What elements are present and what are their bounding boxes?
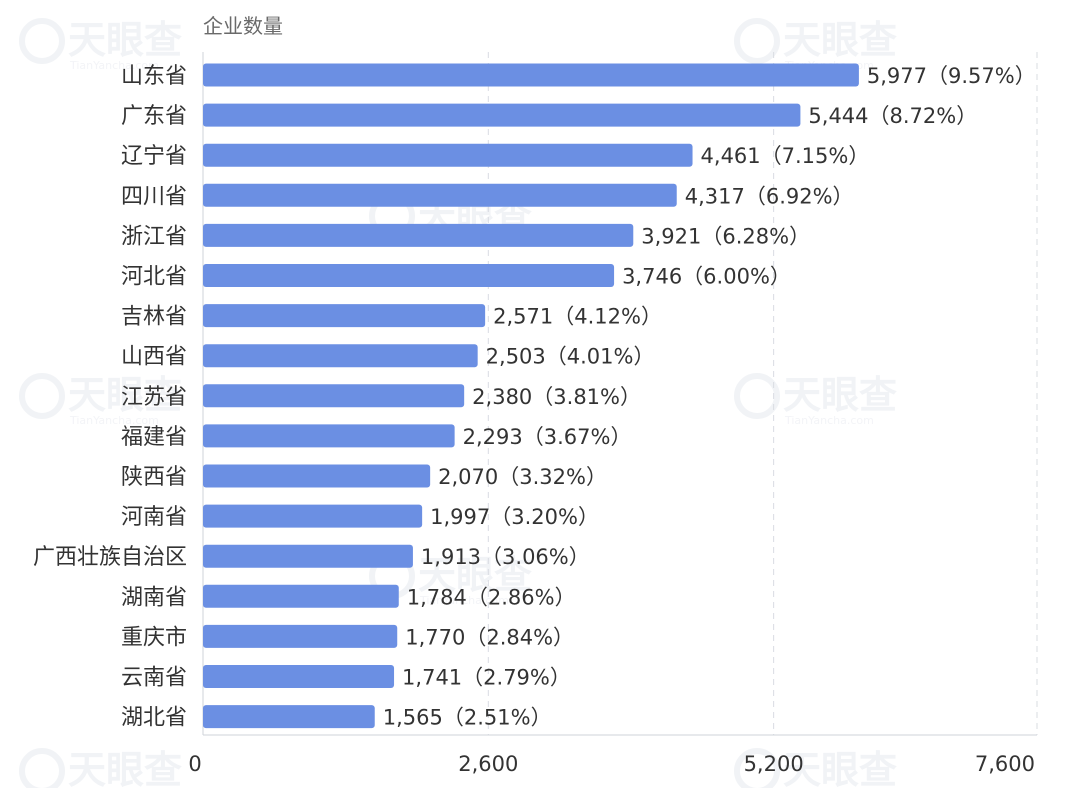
category-label: 云南省 — [121, 666, 187, 691]
value-label: 2,503（4.01%） — [486, 345, 655, 369]
svg-text:天眼查: 天眼查 — [68, 18, 182, 62]
bar — [203, 304, 486, 328]
bar — [203, 223, 634, 247]
x-tick-label: 7,600 — [975, 752, 1035, 776]
value-label: 1,784（2.86%） — [407, 585, 576, 609]
x-tick-labels: 0 2,600 5,200 7,600 — [188, 752, 1035, 776]
bar — [203, 464, 431, 488]
chart-title: 企业数量 — [203, 14, 283, 38]
bar — [203, 624, 398, 648]
value-label: 1,565（2.51%） — [383, 706, 552, 730]
category-label: 陕西省 — [121, 465, 187, 490]
value-label: 1,997（3.20%） — [430, 505, 599, 529]
category-label: 湖南省 — [121, 585, 187, 610]
category-label: 河南省 — [121, 505, 187, 530]
category-label: 吉林省 — [121, 305, 187, 330]
bar — [203, 63, 859, 87]
value-label: 2,571（4.12%） — [493, 305, 662, 329]
value-label: 3,921（6.28%） — [641, 224, 810, 248]
bar — [203, 665, 395, 688]
category-label: 四川省 — [121, 184, 187, 209]
value-label: 2,293（3.67%） — [463, 425, 632, 449]
value-labels: 5,977（9.57%） 5,444（8.72%） 4,461（7.15%） 4,31… — [383, 64, 1036, 730]
category-label: 辽宁省 — [121, 144, 187, 169]
svg-text:TianYancha.com: TianYancha.com — [784, 414, 874, 427]
category-label: 重庆市 — [121, 625, 187, 650]
value-label: 2,070（3.32%） — [438, 465, 607, 489]
value-label: 4,317（6.92%） — [685, 184, 854, 208]
bar — [203, 264, 615, 287]
bar — [203, 344, 478, 368]
bar — [203, 143, 693, 167]
value-label: 3,746（6.00%） — [622, 265, 791, 289]
category-label: 福建省 — [121, 425, 187, 450]
bar — [203, 705, 375, 729]
value-label: 5,444（8.72%） — [808, 104, 977, 128]
bar — [203, 584, 399, 608]
svg-text:天眼查: 天眼查 — [783, 18, 897, 62]
category-label: 湖北省 — [121, 706, 187, 731]
svg-text:天眼查: 天眼查 — [68, 373, 182, 417]
svg-text:TianYancha.com: TianYancha.com — [69, 59, 159, 72]
category-label: 山东省 — [121, 64, 187, 89]
value-label: 1,913（3.06%） — [421, 545, 590, 569]
category-label: 河北省 — [121, 265, 187, 290]
x-tick-label: 0 — [188, 752, 201, 776]
bar — [203, 544, 413, 568]
category-label: 浙江省 — [121, 224, 187, 249]
value-label: 1,770（2.84%） — [405, 625, 574, 649]
bar — [203, 183, 677, 207]
category-label: 广东省 — [121, 104, 187, 129]
x-tick-label: 2,600 — [458, 752, 518, 776]
svg-text:天眼查: 天眼查 — [418, 553, 532, 597]
category-label: 江苏省 — [121, 385, 187, 410]
category-label: 山西省 — [121, 345, 187, 370]
bar — [203, 384, 465, 408]
bar — [203, 103, 801, 127]
bars — [203, 63, 859, 729]
svg-text:TianYancha.com: TianYancha.com — [69, 414, 159, 427]
value-label: 4,461（7.15%） — [701, 144, 870, 168]
bar — [203, 424, 455, 448]
svg-text:天眼查: 天眼查 — [68, 748, 182, 788]
x-tick-label: 5,200 — [744, 752, 804, 776]
bar — [203, 504, 423, 528]
category-label: 广西壮族自治区 — [33, 545, 187, 570]
value-label: 2,380（3.81%） — [472, 385, 641, 409]
svg-text:天眼查: 天眼查 — [783, 373, 897, 417]
category-labels: 山东省广东省辽宁省四川省浙江省河北省吉林省山西省江苏省福建省陕西省河南省广西壮族… — [33, 64, 187, 731]
value-label: 5,977（9.57%） — [867, 64, 1036, 88]
watermark-layer: 天眼查TianYancha.com天眼查TianYancha.com天眼查Tia… — [19, 18, 897, 788]
value-label: 1,741（2.79%） — [402, 666, 571, 690]
svg-text:天眼查: 天眼查 — [783, 748, 897, 788]
svg-text:TianYancha.com: TianYancha.com — [419, 594, 509, 607]
